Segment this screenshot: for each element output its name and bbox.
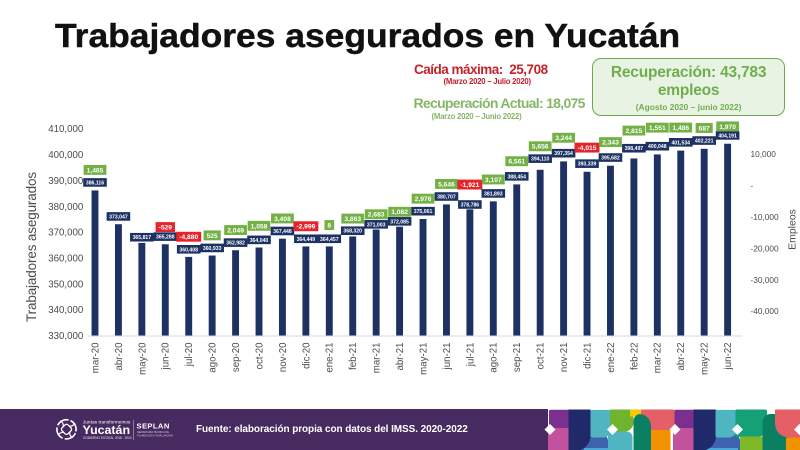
svg-text:365,817: 365,817 [133, 235, 152, 241]
svg-text:400,000: 400,000 [48, 150, 84, 161]
svg-text:may-21: may-21 [418, 343, 429, 375]
svg-text:sep-21: sep-21 [512, 343, 523, 373]
svg-text:abr-20: abr-20 [114, 342, 125, 371]
svg-text:6,561: 6,561 [508, 159, 525, 166]
svg-text:364,457: 364,457 [320, 237, 339, 243]
svg-text:410,000: 410,000 [48, 124, 84, 135]
svg-text:525: 525 [207, 233, 218, 240]
svg-text:397,354: 397,354 [554, 151, 573, 157]
svg-text:mar-22: mar-22 [653, 343, 664, 374]
svg-text:1,486: 1,486 [672, 125, 689, 132]
svg-text:1,058: 1,058 [251, 223, 268, 230]
svg-text:may-20: may-20 [137, 342, 148, 375]
svg-text:372,085: 372,085 [390, 219, 409, 225]
svg-text:10,000: 10,000 [751, 149, 777, 159]
svg-text:nov-20: nov-20 [278, 342, 289, 372]
svg-text:sep-20: sep-20 [231, 342, 242, 372]
svg-text:ago-20: ago-20 [208, 342, 219, 373]
svg-text:394,110: 394,110 [531, 157, 549, 163]
svg-text:2,815: 2,815 [626, 128, 643, 135]
svg-text:jul-21: jul-21 [465, 343, 476, 368]
svg-text:jun-20: jun-20 [161, 342, 172, 371]
svg-text:5,646: 5,646 [438, 181, 455, 188]
svg-text:-40,000: -40,000 [751, 306, 780, 316]
svg-text:398,497: 398,497 [625, 146, 644, 152]
svg-text:364,040: 364,040 [250, 238, 269, 244]
svg-text:feb-22: feb-22 [629, 343, 640, 370]
svg-text:367,448: 367,448 [273, 229, 292, 235]
svg-text:3,107: 3,107 [485, 177, 502, 184]
svg-text:362,982: 362,982 [226, 241, 245, 247]
svg-text:373,047: 373,047 [109, 214, 128, 220]
svg-text:400,048: 400,048 [648, 144, 667, 150]
svg-text:360,408: 360,408 [179, 247, 198, 253]
svg-text:abr-22: abr-22 [676, 343, 687, 371]
svg-text:-30,000: -30,000 [751, 275, 780, 285]
svg-text:ago-21: ago-21 [489, 343, 500, 373]
svg-text:-529: -529 [159, 225, 173, 232]
svg-text:jun-22: jun-22 [723, 343, 734, 371]
svg-text:ene-21: ene-21 [325, 343, 336, 373]
svg-text:jul-20: jul-20 [184, 342, 195, 367]
svg-text:1,551: 1,551 [649, 125, 666, 132]
svg-text:Empleos: Empleos [787, 209, 799, 250]
svg-text:330,000: 330,000 [48, 331, 84, 342]
svg-text:ene-22: ene-22 [606, 343, 617, 373]
svg-text:371,003: 371,003 [367, 222, 386, 228]
svg-text:-2,999: -2,999 [296, 224, 315, 231]
svg-text:402,221: 402,221 [695, 139, 714, 145]
svg-text:388,454: 388,454 [507, 174, 526, 180]
svg-text:393,339: 393,339 [578, 162, 597, 168]
svg-text:390,000: 390,000 [48, 176, 84, 187]
svg-text:oct-20: oct-20 [254, 342, 265, 370]
svg-text:1,970: 1,970 [719, 124, 736, 131]
svg-text:dic-20: dic-20 [301, 342, 312, 369]
svg-text:dic-21: dic-21 [582, 343, 593, 369]
svg-text:nov-21: nov-21 [559, 343, 570, 373]
svg-text:3,408: 3,408 [274, 216, 291, 223]
svg-text:8: 8 [327, 222, 331, 229]
svg-text:360,933: 360,933 [203, 246, 222, 252]
svg-text:381,893: 381,893 [484, 191, 503, 197]
svg-text:3,863: 3,863 [344, 216, 361, 223]
svg-text:404,191: 404,191 [718, 133, 737, 139]
svg-text:-10,000: -10,000 [751, 212, 780, 222]
svg-text:2,976: 2,976 [415, 196, 432, 203]
svg-text:oct-21: oct-21 [536, 343, 547, 370]
svg-text:687: 687 [699, 125, 710, 132]
svg-text:-20,000: -20,000 [751, 243, 780, 253]
svg-text:364,449: 364,449 [297, 237, 316, 243]
svg-text:mar-21: mar-21 [372, 343, 383, 374]
svg-text:350,000: 350,000 [48, 279, 84, 290]
svg-text:3,244: 3,244 [555, 135, 572, 142]
svg-text:-4,880: -4,880 [179, 234, 198, 241]
svg-text:401,534: 401,534 [671, 140, 690, 146]
svg-text:2,343: 2,343 [602, 140, 619, 147]
svg-text:may-22: may-22 [700, 343, 711, 375]
svg-text:-4,015: -4,015 [578, 145, 597, 152]
svg-text:feb-21: feb-21 [348, 343, 359, 370]
svg-text:2,049: 2,049 [227, 228, 244, 235]
svg-text:1,082: 1,082 [391, 209, 408, 216]
svg-text:368,320: 368,320 [343, 229, 362, 235]
svg-text:378,786: 378,786 [461, 203, 480, 209]
svg-text:Trabajadores asegurados: Trabajadores asegurados [24, 172, 39, 322]
svg-text:386,116: 386,116 [86, 180, 104, 186]
svg-text:1,485: 1,485 [87, 167, 104, 174]
svg-text:abr-21: abr-21 [395, 343, 406, 371]
svg-text:380,707: 380,707 [437, 195, 456, 201]
svg-text:395,682: 395,682 [601, 156, 620, 162]
svg-text:370,000: 370,000 [48, 228, 84, 239]
svg-text:-: - [751, 181, 754, 191]
svg-text:360,000: 360,000 [48, 253, 84, 264]
svg-text:-1,921: -1,921 [460, 182, 479, 189]
svg-text:2,683: 2,683 [368, 212, 385, 219]
svg-text:380,000: 380,000 [48, 202, 84, 213]
svg-text:5,656: 5,656 [532, 144, 549, 151]
svg-text:mar-20: mar-20 [90, 342, 101, 373]
svg-text:340,000: 340,000 [48, 305, 84, 316]
svg-text:365,288: 365,288 [156, 235, 175, 241]
svg-text:375,061: 375,061 [414, 209, 433, 215]
svg-text:jun-21: jun-21 [442, 343, 453, 371]
